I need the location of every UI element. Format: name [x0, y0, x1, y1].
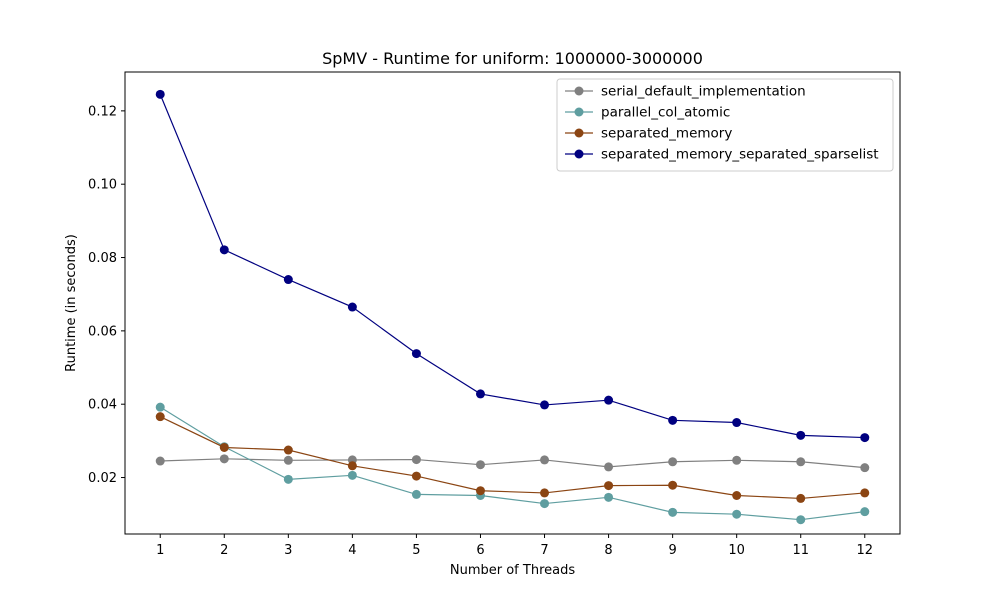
- data-point: [219, 245, 229, 255]
- data-point: [540, 455, 550, 465]
- data-point: [732, 491, 742, 500]
- data-point: [155, 412, 165, 422]
- legend-label: serial_default_implementation: [601, 84, 806, 100]
- x-tick-label: 2: [220, 543, 228, 558]
- data-point: [668, 507, 678, 517]
- legend-marker: [574, 107, 584, 117]
- x-tick-label: 4: [348, 543, 356, 558]
- data-point: [283, 445, 293, 455]
- legend-label: separated_memory: [601, 126, 732, 142]
- chart-title: SpMV - Runtime for uniform: 1000000-3000…: [322, 49, 703, 68]
- data-point: [347, 470, 357, 480]
- x-tick-label: 3: [284, 543, 292, 558]
- legend-entry: parallel_col_atomic: [565, 105, 730, 121]
- legend-marker: [574, 149, 584, 159]
- legend-entry: separated_memory_separated_sparselist: [565, 147, 879, 163]
- data-point: [411, 471, 421, 481]
- data-point: [540, 400, 550, 410]
- data-point: [219, 454, 229, 464]
- data-point: [860, 433, 870, 443]
- data-point: [796, 430, 806, 440]
- data-point: [475, 486, 485, 496]
- y-tick-label: 0.06: [88, 324, 117, 339]
- data-point: [860, 488, 870, 498]
- x-tick-label: 7: [540, 543, 548, 558]
- legend-label: separated_memory_separated_sparselist: [601, 147, 879, 163]
- legend-entry: separated_memory: [565, 126, 732, 142]
- data-point: [668, 457, 678, 467]
- data-point: [155, 402, 165, 412]
- data-point: [860, 463, 870, 473]
- data-point: [219, 442, 229, 452]
- data-point: [732, 418, 742, 428]
- x-tick-label: 12: [856, 543, 873, 558]
- x-tick-label: 9: [668, 543, 676, 558]
- legend-entry: serial_default_implementation: [565, 84, 806, 100]
- data-point: [411, 489, 421, 499]
- data-point: [860, 507, 870, 517]
- x-tick-label: 5: [412, 543, 420, 558]
- data-point: [283, 474, 293, 484]
- series-separated_memory_separated_sparselist: [155, 89, 870, 443]
- data-point: [796, 457, 806, 467]
- plot-area: [155, 89, 870, 525]
- data-point: [604, 492, 614, 502]
- y-tick-label: 0.04: [88, 398, 117, 413]
- legend-marker: [574, 128, 584, 138]
- data-point: [283, 275, 293, 285]
- data-point: [283, 455, 293, 465]
- x-axis-label: Number of Threads: [450, 563, 575, 578]
- data-point: [347, 302, 357, 312]
- data-point: [604, 481, 614, 491]
- series-line: [159, 94, 865, 439]
- y-tick-label: 0.02: [88, 471, 117, 486]
- x-tick-label: 1: [156, 543, 164, 558]
- axes-frame: [124, 71, 901, 535]
- data-point: [796, 515, 806, 525]
- data-point: [540, 499, 550, 509]
- series-line: [160, 458, 865, 469]
- data-point: [411, 455, 421, 465]
- x-tick-label: 6: [476, 543, 484, 558]
- data-point: [155, 89, 165, 99]
- data-point: [475, 389, 485, 399]
- data-point: [604, 462, 614, 472]
- data-point: [732, 455, 742, 465]
- series-parallel_col_atomic: [155, 402, 870, 525]
- data-point: [668, 415, 678, 425]
- data-point: [604, 395, 614, 405]
- data-point: [411, 349, 421, 359]
- legend-box: [556, 78, 894, 172]
- y-tick-label: 0.12: [88, 104, 117, 119]
- data-point: [155, 456, 165, 466]
- data-point: [475, 460, 485, 470]
- x-tick-label: 11: [792, 543, 809, 558]
- series-line: [159, 416, 865, 500]
- series-separated_memory: [155, 412, 870, 503]
- data-point: [347, 461, 357, 471]
- data-point: [732, 509, 742, 519]
- data-point: [540, 488, 550, 498]
- y-axis-label: Runtime (in seconds): [64, 234, 79, 372]
- legend-marker: [574, 86, 584, 96]
- x-tick-label: 8: [604, 543, 612, 558]
- y-tick-label: 0.08: [88, 251, 117, 266]
- legend: serial_default_implementation parallel_co…: [556, 78, 894, 172]
- axes: 1 2 3 4 5 6 7 8 9 10 11 120.020.040.060.080.100.12: [88, 71, 901, 558]
- data-point: [668, 480, 678, 490]
- series-serial_default_implementation: [155, 454, 870, 473]
- series-line: [159, 406, 865, 521]
- data-point: [796, 493, 806, 503]
- legend-label: parallel_col_atomic: [601, 105, 730, 121]
- y-tick-label: 0.10: [88, 178, 117, 193]
- x-tick-label: 10: [728, 543, 745, 558]
